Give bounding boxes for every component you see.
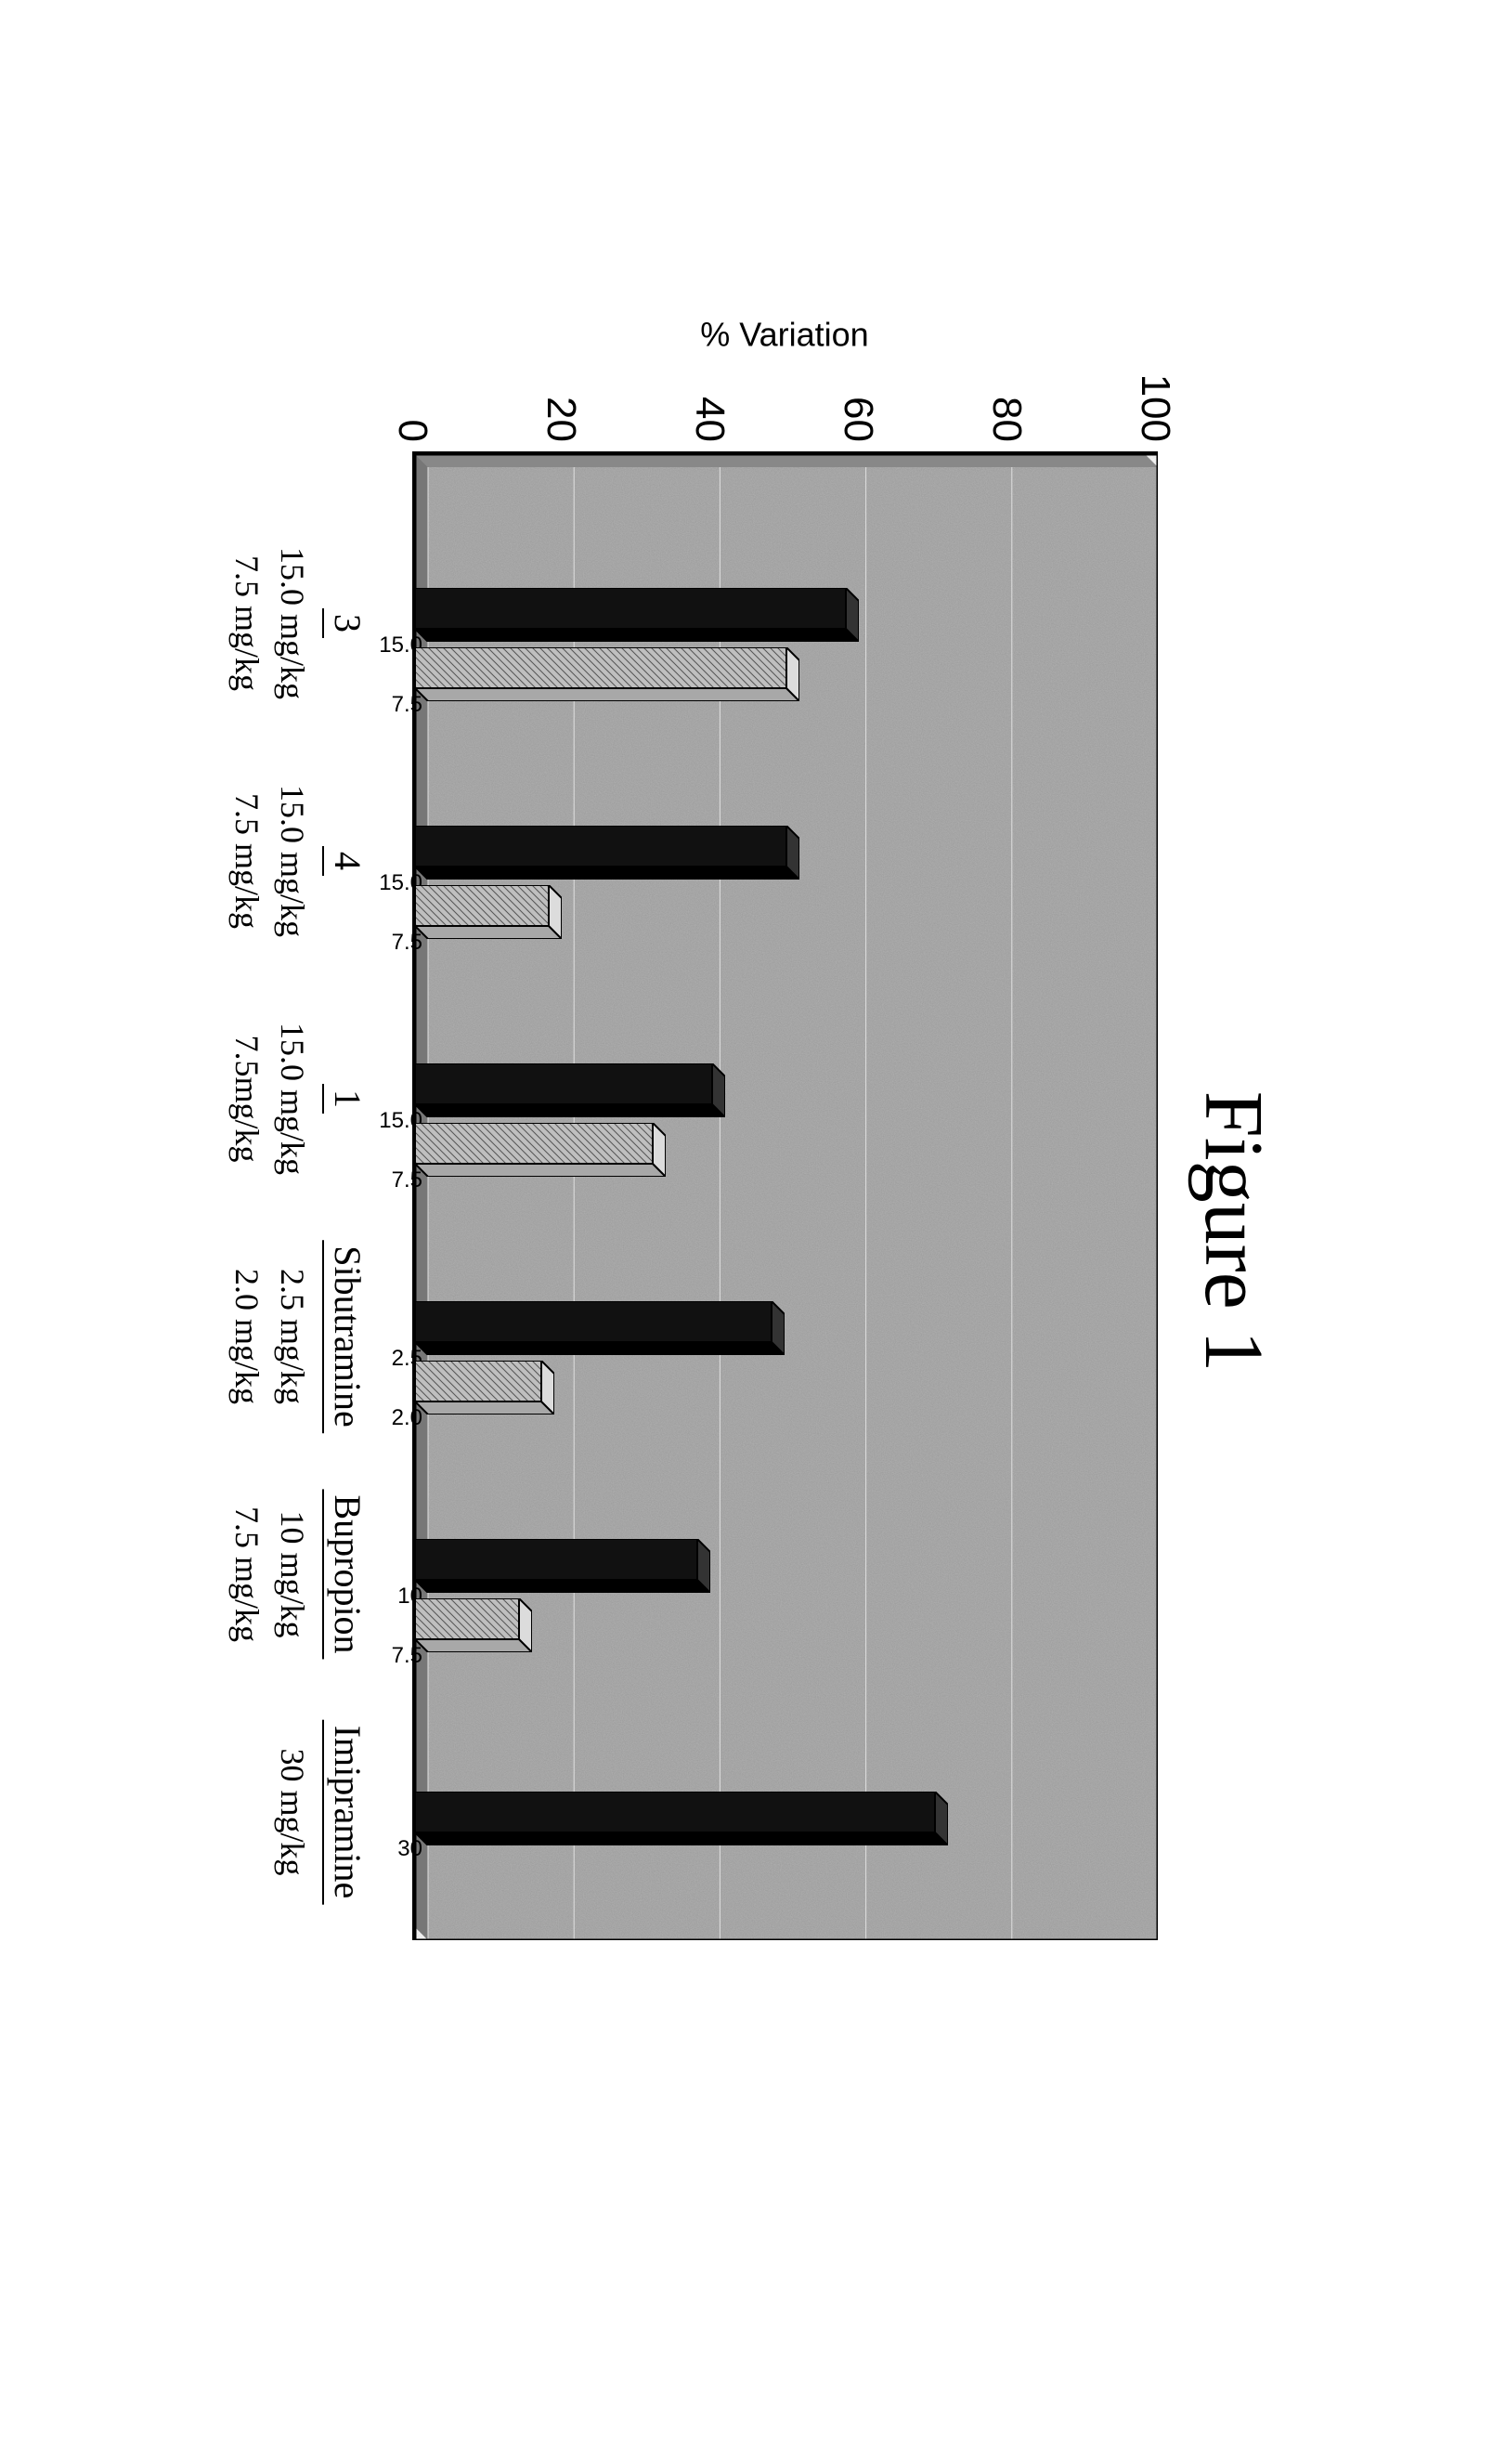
bar: 15.0 xyxy=(415,1063,725,1117)
chart-area: % Variation 100806040200 15.0 7.515.0 xyxy=(412,303,1158,2160)
bar: 30 xyxy=(415,1792,948,1845)
group-doses: 15.0 mg/kg7.5mg/kg xyxy=(225,1023,315,1175)
bar: 15.0 xyxy=(415,588,859,642)
group-name: Bupropion xyxy=(322,1489,370,1659)
figure-title: Figure 1 xyxy=(1186,303,1281,2160)
x-group-label: Sibutramine2.5 mg/kg2.0 mg/kg xyxy=(225,1240,370,1433)
figure: Figure 1 % Variation 100806040200 15.0 xyxy=(212,303,1281,2160)
group-doses: 30 mg/kg xyxy=(269,1720,315,1905)
group-name: 4 xyxy=(322,846,370,876)
bar-value-label: 7.5 xyxy=(392,1643,422,1669)
axis-and-plot: 100806040200 15.0 7.515.0 7.515.0 xyxy=(412,368,1158,1940)
bar-value-label: 30 xyxy=(397,1836,422,1862)
group-doses: 15.0 mg/kg7.5 mg/kg xyxy=(225,785,315,937)
spacer xyxy=(212,303,412,368)
group-doses: 2.5 mg/kg2.0 mg/kg xyxy=(225,1240,315,1433)
group-doses: 10 mg/kg7.5 mg/kg xyxy=(225,1489,315,1659)
y-axis-ticks: 100806040200 xyxy=(412,368,1155,451)
plot-region: 15.0 7.515.0 7.515.0 7.52.5 2.010 7.530 xyxy=(412,451,1158,1940)
page: Figure 1 % Variation 100806040200 15.0 xyxy=(0,0,1493,2464)
group-name: 3 xyxy=(322,608,370,638)
bar-value-label: 7.5 xyxy=(392,1167,422,1193)
bar: 10 xyxy=(415,1539,710,1593)
spacer xyxy=(212,368,412,445)
x-axis-group-labels: 315.0 mg/kg7.5 mg/kg415.0 mg/kg7.5 mg/kg… xyxy=(212,445,370,1931)
bar: 7.5 xyxy=(415,1123,666,1177)
group-name: 1 xyxy=(322,1084,370,1114)
bar-value-label: 2.0 xyxy=(392,1405,422,1431)
group-labels-row: 315.0 mg/kg7.5 mg/kg415.0 mg/kg7.5 mg/kg… xyxy=(212,303,412,2160)
bar: 15.0 xyxy=(415,826,799,880)
bar-value-label: 7.5 xyxy=(392,930,422,956)
group-name: Imipramine xyxy=(322,1720,370,1905)
y-axis-label: % Variation xyxy=(701,316,869,355)
x-group-label: Imipramine30 mg/kg xyxy=(269,1720,370,1905)
bar-value-label: 7.5 xyxy=(392,692,422,718)
bar: 2.0 xyxy=(415,1361,554,1415)
group-doses: 15.0 mg/kg7.5 mg/kg xyxy=(225,547,315,699)
bars-layer: 15.0 7.515.0 7.515.0 7.52.5 2.010 7.530 xyxy=(415,454,1158,1940)
x-group-label: 415.0 mg/kg7.5 mg/kg xyxy=(225,785,370,937)
bar: 2.5 xyxy=(415,1301,785,1355)
x-group-label: 115.0 mg/kg7.5mg/kg xyxy=(225,1023,370,1175)
y-axis-label-column: % Variation xyxy=(412,303,1158,368)
x-group-label: Bupropion10 mg/kg7.5 mg/kg xyxy=(225,1489,370,1659)
x-group-label: 315.0 mg/kg7.5 mg/kg xyxy=(225,547,370,699)
rotated-figure-wrapper: Figure 1 % Variation 100806040200 15.0 xyxy=(212,303,1281,2160)
bar: 7.5 xyxy=(415,647,799,701)
bar: 7.5 xyxy=(415,1598,532,1652)
group-name: Sibutramine xyxy=(322,1240,370,1433)
bar: 7.5 xyxy=(415,885,562,939)
